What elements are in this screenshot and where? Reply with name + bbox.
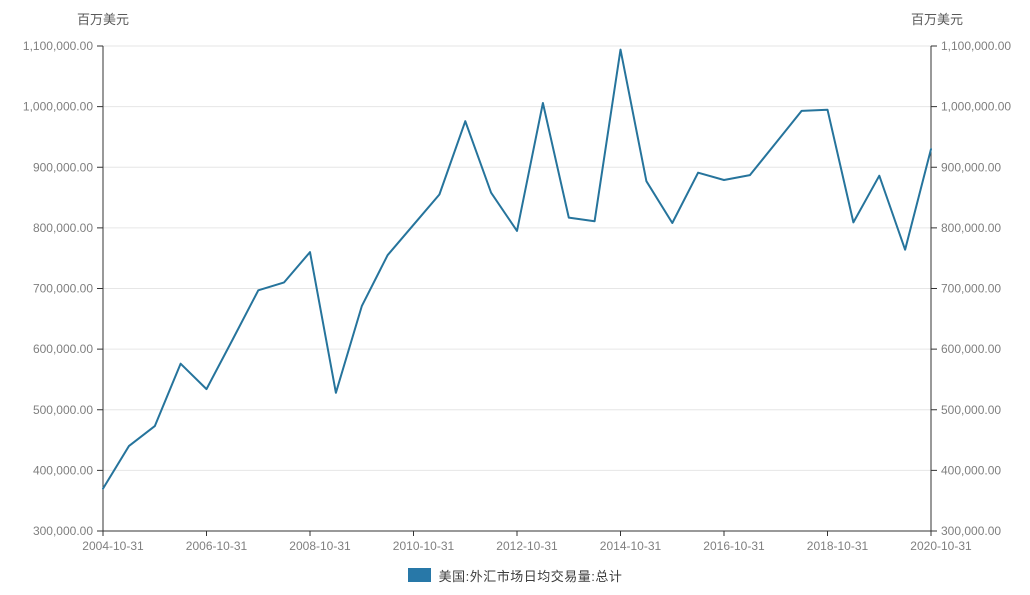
y-axis-label-left: 1,100,000.00 [23,39,93,53]
y-axis-label-right: 300,000.00 [941,524,1001,538]
x-axis-label: 2020-10-31 [910,539,972,553]
x-axis-label: 2008-10-31 [289,539,351,553]
legend[interactable]: 美国:外汇市场日均交易量:总计 [0,562,1030,588]
legend-swatch [407,568,431,582]
y-axis-label-left: 700,000.00 [33,282,93,296]
x-axis-label: 2012-10-31 [496,539,558,553]
x-axis-label: 2004-10-31 [82,539,144,553]
y-axis-label-left: 500,000.00 [33,403,93,417]
series-line [102,48,932,490]
y-axis-label-left: 400,000.00 [33,463,93,477]
y-axis-label-right: 800,000.00 [941,221,1001,235]
chart-canvas: 300,000.00 300,000.00 400,000.00 400,000.00… [23,12,1011,553]
x-axis-label: 2014-10-31 [600,539,662,553]
y-axis-label-left: 900,000.00 [33,160,93,174]
y-axis-label-right: 1,100,000.00 [941,39,1011,53]
y-axis-label-left: 300,000.00 [33,524,93,538]
y-axis-label-right: 1,000,000.00 [941,100,1011,114]
right-axis-unit-label: 百万美元 [911,12,963,27]
x-axis-label: 2016-10-31 [703,539,765,553]
x-axis-label: 2018-10-31 [807,539,869,553]
y-axis-label-right: 700,000.00 [941,282,1001,296]
y-axis-label-right: 500,000.00 [941,403,1001,417]
legend-label: 美国:外汇市场日均交易量:总计 [438,568,623,584]
y-axis-label-right: 400,000.00 [941,463,1001,477]
x-axis-label: 2006-10-31 [186,539,248,553]
left-axis-unit-label: 百万美元 [77,12,129,27]
y-axis-label-left: 600,000.00 [33,342,93,356]
y-axis-label-left: 1,000,000.00 [23,100,93,114]
y-axis-label-right: 900,000.00 [941,160,1001,174]
y-axis-label-right: 600,000.00 [941,342,1001,356]
x-axis-label: 2010-10-31 [393,539,455,553]
y-axis-label-left: 800,000.00 [33,221,93,235]
